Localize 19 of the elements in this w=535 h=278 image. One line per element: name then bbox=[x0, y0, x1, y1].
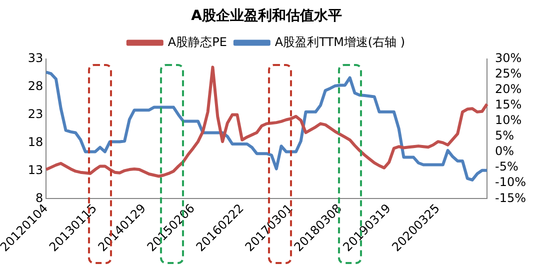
y2-tick-label: -10% bbox=[495, 175, 526, 190]
y2-tick-label: 5% bbox=[495, 128, 514, 143]
y2-tick-label: 15% bbox=[495, 98, 522, 112]
y-tick-label: 28 bbox=[28, 78, 44, 93]
y-tick-label: 8 bbox=[36, 190, 44, 205]
chart-title: A股企业盈利和估值水平 bbox=[191, 8, 342, 24]
y-tick-label: 23 bbox=[28, 106, 44, 121]
y-tick-label: 18 bbox=[28, 134, 44, 149]
y2-tick-label: 10% bbox=[495, 113, 522, 128]
y-tick-label: 13 bbox=[28, 162, 44, 177]
y2-tick-label: 25% bbox=[495, 66, 522, 80]
y2-tick-label: 0% bbox=[495, 144, 514, 158]
y2-tick-label: -5% bbox=[495, 160, 518, 174]
y2-tick-label: 30% bbox=[495, 50, 522, 65]
y2-tick-label: 20% bbox=[495, 82, 522, 96]
legend-label: A股静态PE bbox=[168, 34, 227, 49]
y2-tick-label: -15% bbox=[495, 190, 526, 205]
y-tick-label: 33 bbox=[28, 50, 44, 65]
legend-label: A股盈利TTM增速(右轴 ) bbox=[274, 34, 406, 49]
